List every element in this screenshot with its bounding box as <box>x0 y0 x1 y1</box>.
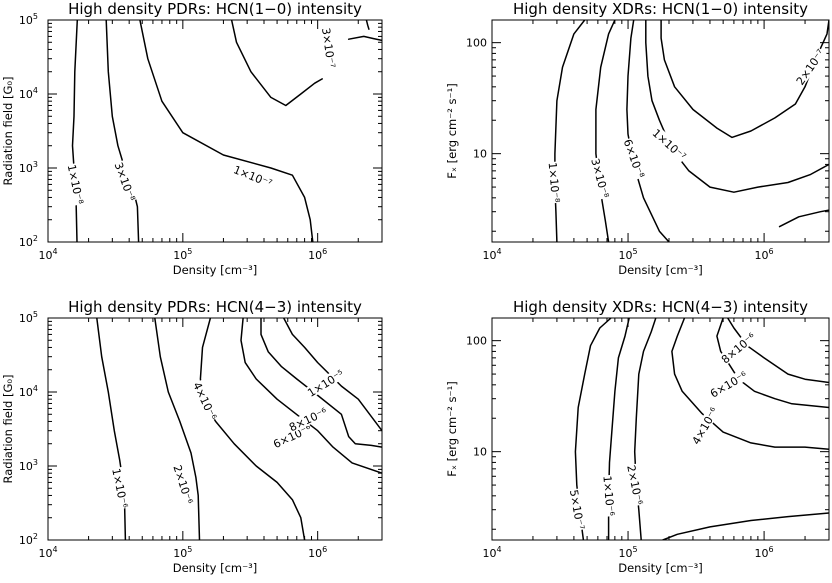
y-tick-label: 104 <box>19 86 38 101</box>
x-tick-label: 105 <box>173 247 192 262</box>
x-tick-label: 105 <box>618 247 637 262</box>
contour-line <box>365 20 370 30</box>
y-axis-label: Radiation field [G₀] <box>1 77 15 186</box>
contour-line <box>633 318 657 540</box>
x-tick-label: 104 <box>38 545 57 560</box>
contour-line <box>71 20 79 242</box>
contour-line <box>716 318 829 409</box>
y-axis-label: Fₓ [erg cm⁻² s⁻¹] <box>445 83 459 178</box>
contour-panel-1: High density PDRs: HCN(1−0) intensity 104… <box>1 0 383 277</box>
y-tick-label: 104 <box>19 384 38 399</box>
contour-level-label: 1×10⁻⁷ <box>650 127 689 164</box>
contour-line <box>662 512 829 540</box>
x-axis-label: Density [cm⁻³] <box>618 561 703 575</box>
y-tick-label: 10 <box>473 148 487 161</box>
contour-line <box>347 35 382 42</box>
x-tick-label: 104 <box>482 545 501 560</box>
contour-lines <box>96 318 382 540</box>
contour-line <box>778 209 829 228</box>
x-tick-label: 106 <box>308 545 327 560</box>
contour-line <box>282 318 382 432</box>
contour-line <box>626 20 670 242</box>
contour-level-label: 2×10⁻⁷ <box>794 47 828 88</box>
minor-ticks <box>48 20 383 242</box>
contour-line <box>595 20 616 242</box>
contour-level-label: 1×10⁻⁶ <box>600 475 617 517</box>
contour-level-label: 3×10⁻⁸ <box>588 157 611 200</box>
x-tick-label: 106 <box>755 545 774 560</box>
contour-line <box>105 20 140 242</box>
y-tick-label: 105 <box>19 12 38 27</box>
panel-title: High density PDRs: HCN(1−0) intensity <box>68 0 362 18</box>
x-tick-label: 105 <box>618 545 637 560</box>
contour-level-label: 2×10⁻⁶ <box>170 463 195 506</box>
x-axis-label: Density [cm⁻³] <box>173 561 258 575</box>
contour-panel-2: High density XDRs: HCN(1−0) intensity 104… <box>445 0 830 277</box>
contour-level-label: 1×10⁻⁸ <box>546 162 563 204</box>
contour-panel-4: High density XDRs: HCN(4−3) intensity 104… <box>445 298 830 575</box>
contour-line <box>726 318 829 384</box>
contour-line <box>139 20 314 242</box>
x-tick-label: 106 <box>755 247 774 262</box>
contour-level-label: 2×10⁻⁶ <box>624 464 645 507</box>
contour-level-label: 5×10⁻⁷ <box>567 489 587 531</box>
contour-panel-3: High density PDRs: HCN(4−3) intensity 104… <box>1 298 383 575</box>
contour-level-label: 3×10⁻⁷ <box>319 27 338 69</box>
plot-frame <box>491 317 830 541</box>
contour-line <box>230 20 323 107</box>
y-tick-label: 103 <box>19 458 38 473</box>
y-tick-label: 102 <box>19 234 38 249</box>
contour-line <box>154 318 201 540</box>
contour-level-label: 6×10⁻⁶ <box>708 369 750 401</box>
contour-level-label: 1×10⁻⁵ <box>305 367 346 399</box>
plot-frame <box>47 317 383 541</box>
minor-ticks <box>48 318 383 540</box>
contour-level-label: 1×10⁻⁶ <box>109 467 130 510</box>
contour-line <box>199 318 306 540</box>
contour-line <box>554 20 586 242</box>
y-tick-label: 105 <box>19 310 38 325</box>
x-axis-label: Density [cm⁻³] <box>173 263 258 277</box>
x-tick-label: 105 <box>173 545 192 560</box>
minor-ticks <box>492 20 830 242</box>
y-tick-label: 102 <box>19 532 38 547</box>
y-tick-label: 100 <box>466 37 487 50</box>
contour-lines <box>554 20 829 242</box>
contour-line <box>645 20 829 193</box>
panel-title: High density XDRs: HCN(1−0) intensity <box>513 0 808 18</box>
y-axis-label: Fₓ [erg cm⁻² s⁻¹] <box>445 381 459 476</box>
y-axis-label: Radiation field [G₀] <box>1 375 15 484</box>
contour-level-label: 1×10⁻⁸ <box>65 163 86 206</box>
contour-level-label: 4×10⁻⁶ <box>190 380 219 423</box>
contour-level-label: 6×10⁻⁸ <box>621 137 647 180</box>
contour-line <box>260 318 382 448</box>
panel-title: High density XDRs: HCN(4−3) intensity <box>513 298 808 316</box>
x-tick-label: 104 <box>482 247 501 262</box>
x-tick-label: 104 <box>38 247 57 262</box>
x-axis-label: Density [cm⁻³] <box>618 263 703 277</box>
y-tick-label: 100 <box>466 335 487 348</box>
plot-frame <box>47 19 383 243</box>
minor-ticks <box>492 318 830 540</box>
contour-level-label: 3×10⁻⁸ <box>112 161 138 204</box>
contour-line <box>671 318 829 451</box>
x-tick-label: 106 <box>308 247 327 262</box>
y-tick-label: 103 <box>19 160 38 175</box>
contour-line <box>240 318 382 474</box>
panel-title: High density PDRs: HCN(4−3) intensity <box>68 298 362 316</box>
y-tick-label: 10 <box>473 446 487 459</box>
